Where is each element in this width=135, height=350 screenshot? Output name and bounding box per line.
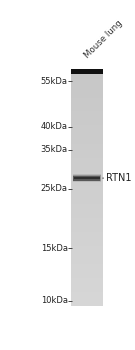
Text: 25kDa: 25kDa (41, 184, 68, 194)
Text: 40kDa: 40kDa (41, 122, 68, 131)
Bar (71, 232, 103, 237)
Bar (71, 172, 103, 176)
Bar (71, 158, 103, 162)
Text: 35kDa: 35kDa (40, 145, 68, 154)
Bar (71, 144, 103, 148)
Bar (71, 237, 103, 241)
Bar (71, 74, 103, 79)
Bar (71, 148, 103, 153)
Bar (73, 174, 101, 182)
Bar (71, 264, 103, 269)
Bar (71, 241, 103, 246)
Bar (71, 209, 103, 214)
Bar (71, 255, 103, 260)
Bar (71, 111, 103, 116)
Bar (71, 301, 103, 306)
Bar (71, 162, 103, 167)
Text: 15kDa: 15kDa (41, 244, 68, 253)
Bar (71, 227, 103, 232)
Bar (71, 214, 103, 218)
Bar (71, 176, 103, 181)
Bar (71, 246, 103, 251)
Bar (71, 70, 103, 74)
Bar (71, 297, 103, 301)
Bar (71, 283, 103, 288)
Bar (71, 251, 103, 255)
Bar (71, 139, 103, 144)
Bar (73, 175, 101, 181)
Bar (71, 181, 103, 186)
Text: RTN1: RTN1 (103, 173, 132, 183)
Bar (71, 199, 103, 204)
Bar (71, 130, 103, 135)
Bar (74, 177, 100, 180)
Bar (71, 135, 103, 139)
Bar (71, 274, 103, 278)
Bar (71, 153, 103, 158)
Bar (71, 167, 103, 172)
Bar (71, 93, 103, 98)
Bar (71, 121, 103, 125)
Bar (71, 269, 103, 274)
Bar (71, 218, 103, 223)
Bar (71, 260, 103, 264)
Bar (71, 223, 103, 227)
Bar (71, 102, 103, 107)
Bar (71, 186, 103, 190)
Bar (71, 98, 103, 102)
Text: 55kDa: 55kDa (41, 77, 68, 86)
Text: Mouse lung: Mouse lung (82, 18, 124, 60)
Bar (71, 74, 103, 306)
Text: 10kDa: 10kDa (41, 296, 68, 305)
Bar (71, 107, 103, 111)
Bar (71, 195, 103, 199)
Bar (71, 84, 103, 88)
Bar (71, 292, 103, 297)
Bar (71, 88, 103, 93)
Bar (71, 116, 103, 121)
Bar (71, 278, 103, 283)
Bar (71, 125, 103, 130)
Bar (71, 190, 103, 195)
Bar (71, 79, 103, 84)
Bar (71, 204, 103, 209)
Bar (71, 288, 103, 292)
Bar (73, 176, 100, 181)
